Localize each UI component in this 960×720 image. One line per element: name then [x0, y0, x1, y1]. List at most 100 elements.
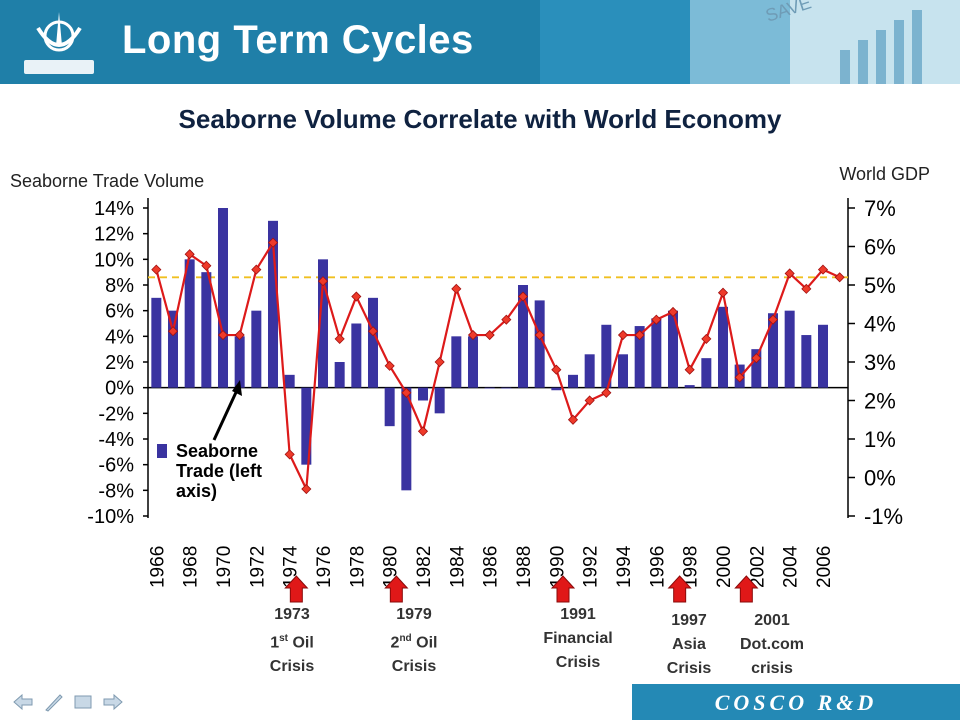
- bar-1989: [534, 300, 545, 388]
- bar-1983: [434, 387, 445, 414]
- footer-brand-text: COSCO R&D: [714, 690, 878, 715]
- legend-swatch: [157, 444, 167, 458]
- gdp-point-1991: [567, 414, 579, 425]
- crisis-year: 1991: [560, 606, 596, 623]
- gdp-point-1997: [667, 306, 679, 318]
- crisis-arrow-icon: [384, 575, 409, 603]
- gdp-point-1988: [517, 291, 529, 302]
- crisis-year: 1979: [396, 606, 432, 623]
- right-axis-tick-label: 7%: [864, 196, 896, 221]
- right-axis-tick-label: -1%: [864, 504, 903, 529]
- gdp-point-1981: [401, 387, 412, 398]
- bar-1986: [484, 387, 495, 389]
- bar-2006: [818, 324, 828, 388]
- crisis-year: 2001: [754, 612, 790, 629]
- left-axis-tick-label: 4%: [105, 326, 134, 348]
- crisis-name: Asia: [672, 636, 706, 653]
- x-tick-label: 2002: [747, 546, 768, 588]
- page-title: Long Term Cycles: [122, 18, 474, 62]
- gdp-point-1982: [417, 426, 429, 437]
- x-tick-label: 1986: [481, 546, 502, 588]
- crisis-word: Crisis: [391, 658, 437, 676]
- gdp-point-2007: [834, 272, 845, 283]
- bar-1984: [451, 336, 462, 388]
- bar-2004: [784, 310, 795, 388]
- bar-2003: [768, 313, 778, 388]
- bar-2005: [801, 335, 812, 388]
- gdp-point-1993: [601, 387, 612, 398]
- crisis-name: 1st Oil: [270, 633, 314, 652]
- crisis-name: Financial: [543, 630, 613, 647]
- bar-1999: [701, 358, 712, 388]
- gdp-point-1979: [367, 326, 379, 337]
- bar-1977: [334, 362, 345, 388]
- gdp-point-1995: [634, 329, 645, 341]
- right-axis-tick-label: 0%: [864, 466, 896, 491]
- crisis-label: 1979 2nd Oil Crisis: [378, 603, 450, 679]
- legend-pointer-line: [212, 387, 240, 441]
- gdp-point-1971: [234, 329, 245, 341]
- x-tick-label: 1966: [147, 546, 168, 588]
- right-axis-tick-label: 2%: [864, 389, 896, 414]
- bar-1990: [551, 387, 562, 391]
- gdp-point-1967: [167, 326, 179, 337]
- gdp-point-1973: [267, 237, 279, 248]
- gdp-point-1978: [351, 291, 362, 302]
- bar-1980: [384, 387, 395, 427]
- x-tick-label: 1984: [447, 545, 468, 588]
- left-axis-tick-label: 2%: [105, 352, 134, 374]
- legend-label-line: Seaborne: [176, 441, 258, 461]
- gdp-point-1969: [201, 260, 212, 271]
- gdp-point-1985: [467, 329, 479, 341]
- x-tick-label: 1976: [314, 546, 335, 588]
- gdp-point-1999: [701, 333, 712, 344]
- x-tick-label: 2004: [781, 545, 802, 588]
- x-tick-label: 1994: [614, 545, 635, 588]
- crisis-word: crisis: [751, 660, 793, 677]
- x-tick-label: 1972: [247, 546, 268, 588]
- bar-1972: [251, 310, 262, 388]
- previous-slide-icon[interactable]: [12, 692, 34, 712]
- next-slide-icon[interactable]: [102, 692, 124, 712]
- menu-icon[interactable]: [72, 692, 94, 712]
- gdp-point-1970: [217, 329, 229, 341]
- bar-1974: [284, 374, 295, 388]
- gdp-point-1966: [151, 264, 162, 275]
- crisis-arrow-icon: [284, 575, 309, 603]
- bar-1992: [584, 354, 595, 388]
- left-axis-tick-label: 6%: [105, 301, 134, 323]
- crisis-name: Dot.com: [740, 636, 804, 653]
- bar-1985: [468, 336, 478, 388]
- gdp-point-1998: [684, 364, 695, 375]
- left-axis-tick-label: 14%: [94, 198, 134, 220]
- crisis-arrow-icon: [550, 575, 576, 603]
- gdp-point-1990: [551, 364, 562, 375]
- header-decoration: SAVE: [540, 0, 960, 84]
- left-axis-tick-label: -4%: [98, 429, 134, 451]
- left-axis-tick-label: -2%: [98, 403, 134, 425]
- bar-1997: [668, 310, 678, 388]
- left-axis-tick-label: -6%: [98, 455, 134, 477]
- right-axis-tick-label: 5%: [864, 273, 896, 298]
- x-tick-label: 1970: [214, 546, 235, 588]
- gdp-point-1974: [284, 449, 295, 460]
- bar-1976: [318, 259, 328, 388]
- bar-1968: [184, 259, 195, 388]
- bar-1998: [684, 385, 695, 388]
- bar-1967: [168, 310, 178, 388]
- crisis-arrow-icon: [734, 575, 759, 603]
- x-tick-label: 1996: [647, 546, 668, 588]
- bar-2002: [751, 349, 762, 388]
- bar-1991: [568, 374, 578, 388]
- gdp-point-2001: [734, 372, 745, 383]
- pen-icon[interactable]: [42, 692, 64, 712]
- crisis-label: 1991 Financial Crisis: [522, 603, 634, 675]
- gdp-point-1994: [617, 329, 629, 341]
- gdp-point-1984: [451, 283, 462, 294]
- left-axis-tick-label: 12%: [94, 224, 134, 246]
- crisis-label: 1997 Asia Crisis: [657, 609, 721, 681]
- gdp-point-2004: [784, 268, 795, 279]
- bar-1966: [151, 297, 162, 388]
- bar-1995: [634, 326, 645, 388]
